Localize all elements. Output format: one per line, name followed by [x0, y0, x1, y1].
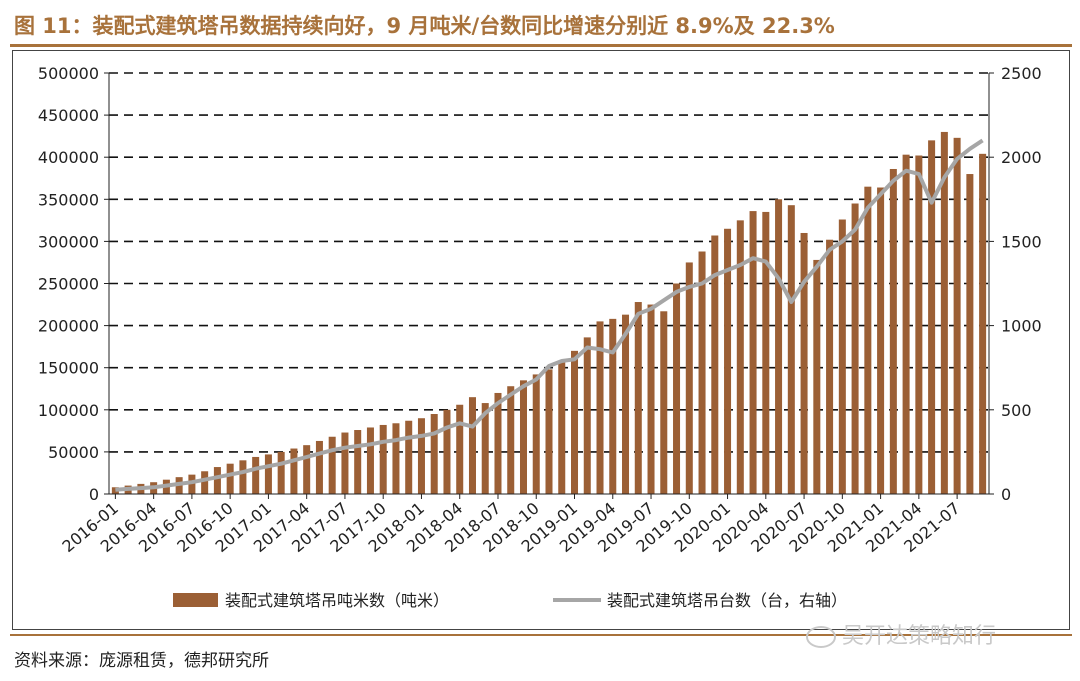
figure-title: 图 11：装配式建筑塔吊数据持续向好，9 月吨米/台数同比增速分别近 8.9%及… [14, 14, 835, 38]
bar [379, 424, 387, 494]
y-tick-label: 400000 [38, 148, 99, 167]
bar [864, 186, 872, 495]
y-tick-label: 300000 [38, 232, 99, 251]
bar [813, 259, 821, 494]
bar [851, 203, 859, 494]
bar [303, 445, 311, 494]
bar [417, 418, 425, 494]
bar [953, 137, 961, 495]
bar [277, 451, 285, 494]
bar [519, 380, 527, 494]
bar [226, 463, 234, 494]
y-tick-label: 450000 [38, 106, 99, 125]
bar [685, 262, 693, 494]
bar [328, 436, 336, 494]
bar [838, 219, 846, 494]
bar [902, 154, 910, 494]
bar [468, 397, 476, 494]
bar [660, 311, 668, 494]
y2-tick-label: 500 [1001, 401, 1032, 420]
bar [392, 423, 400, 494]
bar [201, 471, 209, 494]
bar [264, 454, 272, 494]
bar [736, 220, 744, 494]
y-tick-label: 150000 [38, 359, 99, 378]
y2-tick-label: 0 [1001, 485, 1011, 504]
bar [724, 228, 732, 494]
bar [456, 404, 464, 494]
bar [928, 140, 936, 495]
wechat-icon [806, 626, 836, 648]
y-tick-label: 0 [89, 485, 99, 504]
footer-divider [10, 634, 1072, 636]
bar [889, 168, 897, 494]
y-tick-label: 50000 [48, 443, 99, 462]
bar [239, 460, 247, 494]
bar [315, 440, 323, 494]
bar [940, 131, 948, 494]
bar [609, 318, 617, 494]
bar [571, 350, 579, 494]
bar [111, 487, 119, 494]
title-divider [10, 44, 1072, 47]
bar [188, 474, 196, 494]
y-tick-label: 250000 [38, 275, 99, 294]
legend-bar-swatch [173, 593, 218, 607]
bar [622, 314, 630, 494]
y2-tick-label: 2500 [1001, 64, 1042, 83]
bar [711, 235, 719, 495]
bar [762, 211, 770, 494]
series-line [115, 138, 984, 492]
source-note: 资料来源：庞源租赁，德邦研究所 [14, 651, 269, 671]
bar [507, 386, 515, 494]
bar [787, 205, 795, 494]
bar [749, 211, 757, 494]
chart-svg: 0 50000 100000 150000 200000 250000 300000 3500… [38, 64, 1042, 610]
y-tick-label: 200000 [38, 317, 99, 336]
y2-tick-label: 1000 [1001, 317, 1042, 336]
y-tick-label: 500000 [38, 64, 99, 83]
bar [634, 302, 642, 494]
bar [596, 321, 604, 494]
bar [494, 392, 502, 494]
bar [647, 304, 655, 494]
y2-tick-label: 2000 [1001, 148, 1042, 167]
bar [558, 361, 566, 494]
bar [775, 199, 783, 495]
legend-bar-label: 装配式建筑塔吊吨米数（吨米） [225, 591, 449, 610]
bar [915, 155, 923, 494]
y-tick-label: 100000 [38, 401, 99, 420]
bar [443, 409, 451, 494]
bars-layer [111, 131, 987, 495]
bar [877, 187, 885, 494]
bar [430, 414, 438, 494]
bar [826, 239, 834, 494]
bar [583, 337, 591, 494]
bar [354, 430, 362, 494]
bar [545, 369, 553, 494]
bar [290, 448, 298, 494]
line-layer [115, 138, 984, 492]
chart-frame: 0 50000 100000 150000 200000 250000 300000 3500… [12, 50, 1070, 630]
bar [341, 432, 349, 494]
bar [966, 174, 974, 494]
bar [532, 374, 540, 494]
watermark: 吴开达策略知行 [806, 618, 996, 650]
y2-tick-label: 1500 [1001, 232, 1042, 251]
bar [673, 283, 681, 494]
bar [252, 456, 260, 494]
watermark-text: 吴开达策略知行 [842, 624, 997, 649]
bar [405, 420, 413, 494]
legend-line-label: 装配式建筑塔吊台数（台，右轴） [607, 591, 847, 610]
bar [366, 427, 374, 494]
bar [698, 251, 706, 494]
legend: 装配式建筑塔吊吨米数（吨米） 装配式建筑塔吊台数（台，右轴） [173, 591, 847, 610]
bar [800, 232, 808, 495]
bar [481, 403, 489, 494]
y-tick-label: 350000 [38, 190, 99, 209]
bar [979, 153, 987, 494]
bar [213, 467, 221, 494]
